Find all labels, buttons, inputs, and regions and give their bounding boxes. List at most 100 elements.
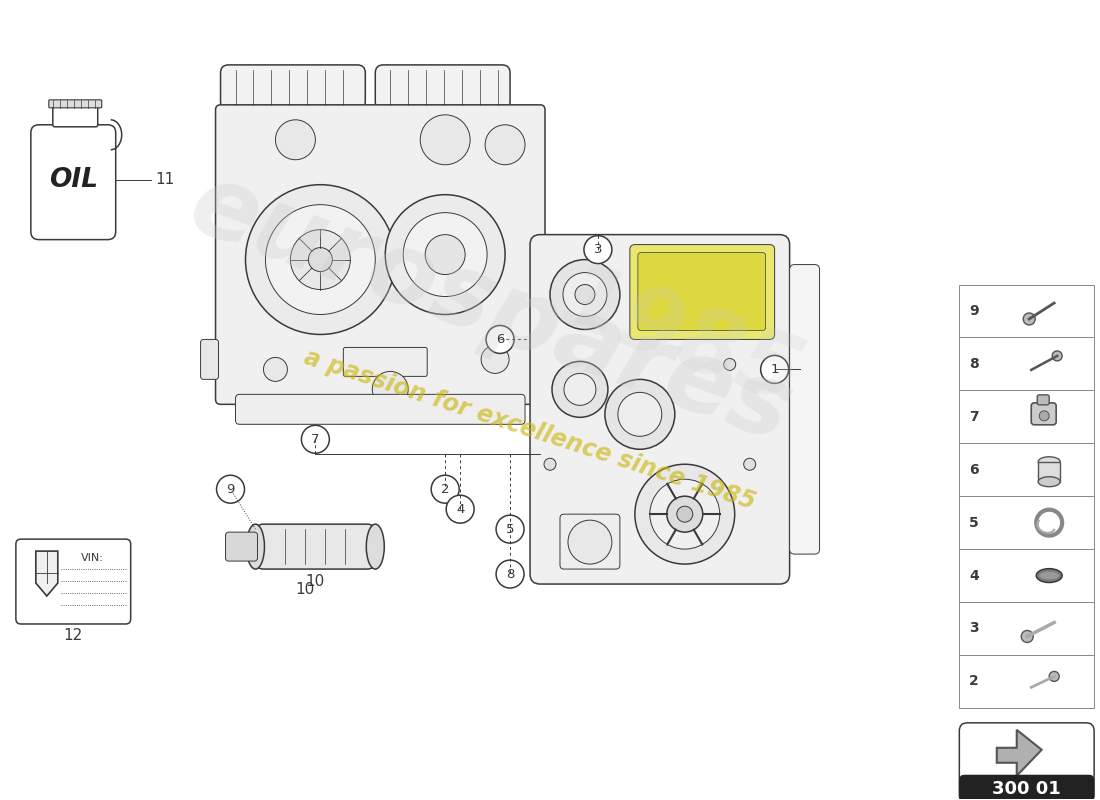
Circle shape bbox=[584, 236, 612, 263]
FancyBboxPatch shape bbox=[200, 339, 219, 379]
Circle shape bbox=[426, 234, 465, 274]
Bar bbox=[959, 655, 1094, 708]
Circle shape bbox=[605, 379, 674, 450]
Text: 7: 7 bbox=[311, 433, 320, 446]
Circle shape bbox=[552, 362, 608, 418]
Text: 10: 10 bbox=[306, 574, 324, 589]
Text: 6: 6 bbox=[496, 333, 504, 346]
Text: 1: 1 bbox=[770, 363, 779, 376]
Circle shape bbox=[265, 205, 375, 314]
Circle shape bbox=[568, 520, 612, 564]
Circle shape bbox=[1049, 671, 1059, 682]
Circle shape bbox=[496, 515, 524, 543]
Text: OIL: OIL bbox=[48, 166, 98, 193]
FancyBboxPatch shape bbox=[560, 514, 620, 569]
Text: 8: 8 bbox=[969, 357, 979, 371]
FancyBboxPatch shape bbox=[48, 100, 101, 108]
Circle shape bbox=[761, 355, 789, 383]
Circle shape bbox=[290, 230, 350, 290]
FancyBboxPatch shape bbox=[226, 532, 257, 561]
Text: 9: 9 bbox=[969, 304, 979, 318]
Text: 5: 5 bbox=[506, 522, 515, 536]
FancyBboxPatch shape bbox=[255, 524, 375, 569]
FancyBboxPatch shape bbox=[959, 723, 1094, 800]
Polygon shape bbox=[36, 551, 58, 596]
Bar bbox=[959, 390, 1094, 443]
Circle shape bbox=[245, 185, 395, 334]
Circle shape bbox=[485, 125, 525, 165]
FancyBboxPatch shape bbox=[1037, 395, 1049, 405]
FancyBboxPatch shape bbox=[1031, 403, 1056, 425]
Circle shape bbox=[618, 392, 662, 436]
Circle shape bbox=[724, 358, 736, 370]
Circle shape bbox=[1023, 313, 1035, 325]
Text: 5: 5 bbox=[969, 516, 979, 530]
Circle shape bbox=[431, 475, 459, 503]
Circle shape bbox=[481, 346, 509, 374]
Circle shape bbox=[1040, 411, 1049, 421]
Bar bbox=[1038, 462, 1060, 482]
FancyBboxPatch shape bbox=[343, 347, 427, 376]
Circle shape bbox=[420, 115, 470, 165]
Text: 6: 6 bbox=[969, 462, 979, 477]
Text: 10: 10 bbox=[296, 582, 315, 597]
Text: a passion for excellence since 1985: a passion for excellence since 1985 bbox=[301, 345, 759, 514]
Circle shape bbox=[385, 194, 505, 314]
Circle shape bbox=[447, 495, 474, 523]
Circle shape bbox=[550, 259, 620, 330]
Circle shape bbox=[650, 479, 719, 549]
FancyBboxPatch shape bbox=[630, 245, 774, 339]
Ellipse shape bbox=[246, 524, 264, 569]
Circle shape bbox=[372, 371, 408, 407]
FancyBboxPatch shape bbox=[790, 265, 820, 554]
Bar bbox=[959, 443, 1094, 496]
Circle shape bbox=[404, 213, 487, 297]
FancyBboxPatch shape bbox=[375, 65, 510, 110]
Text: 3: 3 bbox=[594, 243, 602, 256]
FancyBboxPatch shape bbox=[530, 234, 790, 584]
Bar bbox=[959, 285, 1094, 338]
Circle shape bbox=[676, 506, 693, 522]
Circle shape bbox=[744, 458, 756, 470]
Bar bbox=[959, 496, 1094, 549]
Ellipse shape bbox=[1038, 477, 1060, 486]
Circle shape bbox=[217, 475, 244, 503]
FancyBboxPatch shape bbox=[959, 774, 1094, 800]
Text: 9: 9 bbox=[227, 482, 234, 496]
Text: 4: 4 bbox=[456, 502, 464, 516]
Bar bbox=[959, 338, 1094, 390]
Circle shape bbox=[544, 458, 556, 470]
Circle shape bbox=[1053, 351, 1063, 361]
Circle shape bbox=[1021, 630, 1033, 642]
FancyBboxPatch shape bbox=[31, 125, 116, 240]
Text: 3: 3 bbox=[969, 622, 979, 635]
FancyBboxPatch shape bbox=[235, 394, 525, 424]
Circle shape bbox=[564, 374, 596, 406]
Ellipse shape bbox=[1040, 571, 1059, 579]
Text: 12: 12 bbox=[64, 629, 82, 643]
Text: 11: 11 bbox=[155, 172, 175, 187]
FancyBboxPatch shape bbox=[638, 253, 766, 330]
Bar bbox=[959, 602, 1094, 655]
Text: 4: 4 bbox=[969, 569, 979, 582]
Circle shape bbox=[264, 358, 287, 382]
Circle shape bbox=[308, 247, 332, 271]
Ellipse shape bbox=[1038, 457, 1060, 466]
Text: 300 01: 300 01 bbox=[992, 780, 1062, 798]
Text: 7: 7 bbox=[969, 410, 979, 424]
Text: 8: 8 bbox=[506, 567, 515, 581]
Circle shape bbox=[667, 496, 703, 532]
Circle shape bbox=[563, 273, 607, 317]
Circle shape bbox=[635, 464, 735, 564]
Circle shape bbox=[575, 285, 595, 305]
Circle shape bbox=[301, 426, 329, 454]
Ellipse shape bbox=[366, 524, 384, 569]
Text: 1985: 1985 bbox=[547, 255, 813, 424]
Circle shape bbox=[275, 120, 316, 160]
Circle shape bbox=[496, 560, 524, 588]
FancyBboxPatch shape bbox=[216, 105, 544, 404]
Ellipse shape bbox=[1036, 569, 1063, 582]
Circle shape bbox=[486, 326, 514, 354]
Text: 2: 2 bbox=[969, 674, 979, 688]
FancyBboxPatch shape bbox=[53, 105, 98, 126]
